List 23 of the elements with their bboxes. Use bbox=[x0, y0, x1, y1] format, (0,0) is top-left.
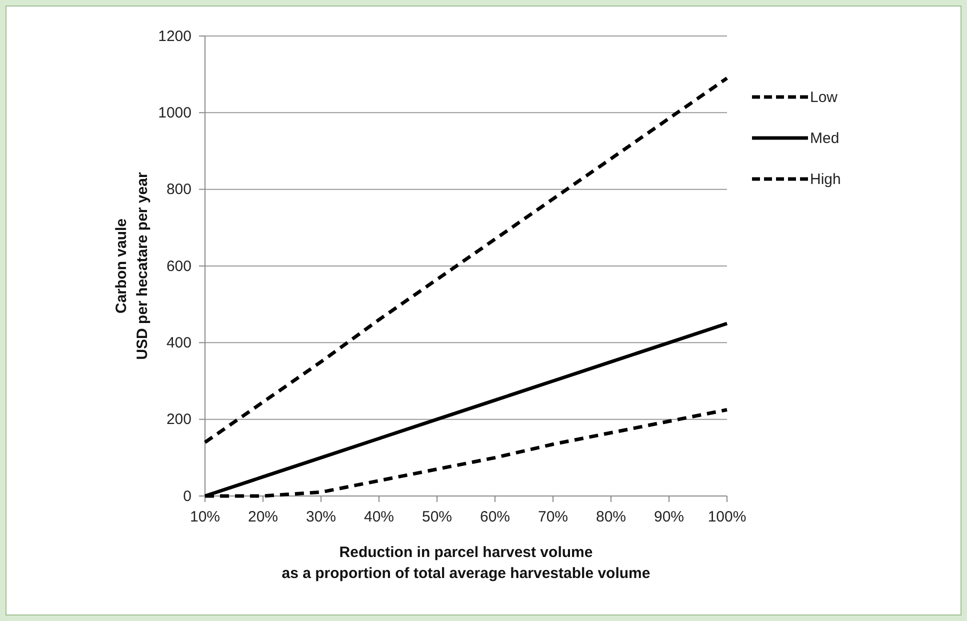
x-tick-label: 90% bbox=[654, 508, 684, 526]
y-tick-label: 1000 bbox=[158, 104, 192, 122]
x-tick-label: 70% bbox=[538, 508, 568, 526]
y-axis-title: Carbon vaule USD per hecatare per year bbox=[113, 172, 151, 360]
legend-label: Low bbox=[810, 89, 838, 106]
x-tick-label: 60% bbox=[480, 508, 510, 526]
x-tick-label: 100% bbox=[708, 508, 746, 526]
y-tick-label: 600 bbox=[166, 258, 192, 275]
x-tick-label: 50% bbox=[422, 508, 452, 526]
legend-label: Med bbox=[810, 130, 840, 147]
y-tick-label: 800 bbox=[166, 181, 192, 198]
y-tick-label: 400 bbox=[166, 334, 192, 352]
line-series bbox=[203, 76, 729, 444]
x-tick-label: 20% bbox=[248, 508, 278, 526]
y-tick-label: 1200 bbox=[158, 28, 192, 45]
legend-label: High bbox=[810, 171, 841, 188]
x-tick-label: 40% bbox=[364, 508, 394, 526]
x-axis-title: Reduction in parcel harvest volume as a proportion of total average harvestable volume bbox=[282, 544, 650, 582]
x-tick-label: 10% bbox=[190, 508, 220, 526]
x-tick-label: 30% bbox=[306, 508, 336, 526]
y-tick-label: 0 bbox=[183, 488, 192, 505]
x-tick-label: 80% bbox=[596, 508, 626, 526]
y-tick-label: 200 bbox=[166, 411, 192, 428]
